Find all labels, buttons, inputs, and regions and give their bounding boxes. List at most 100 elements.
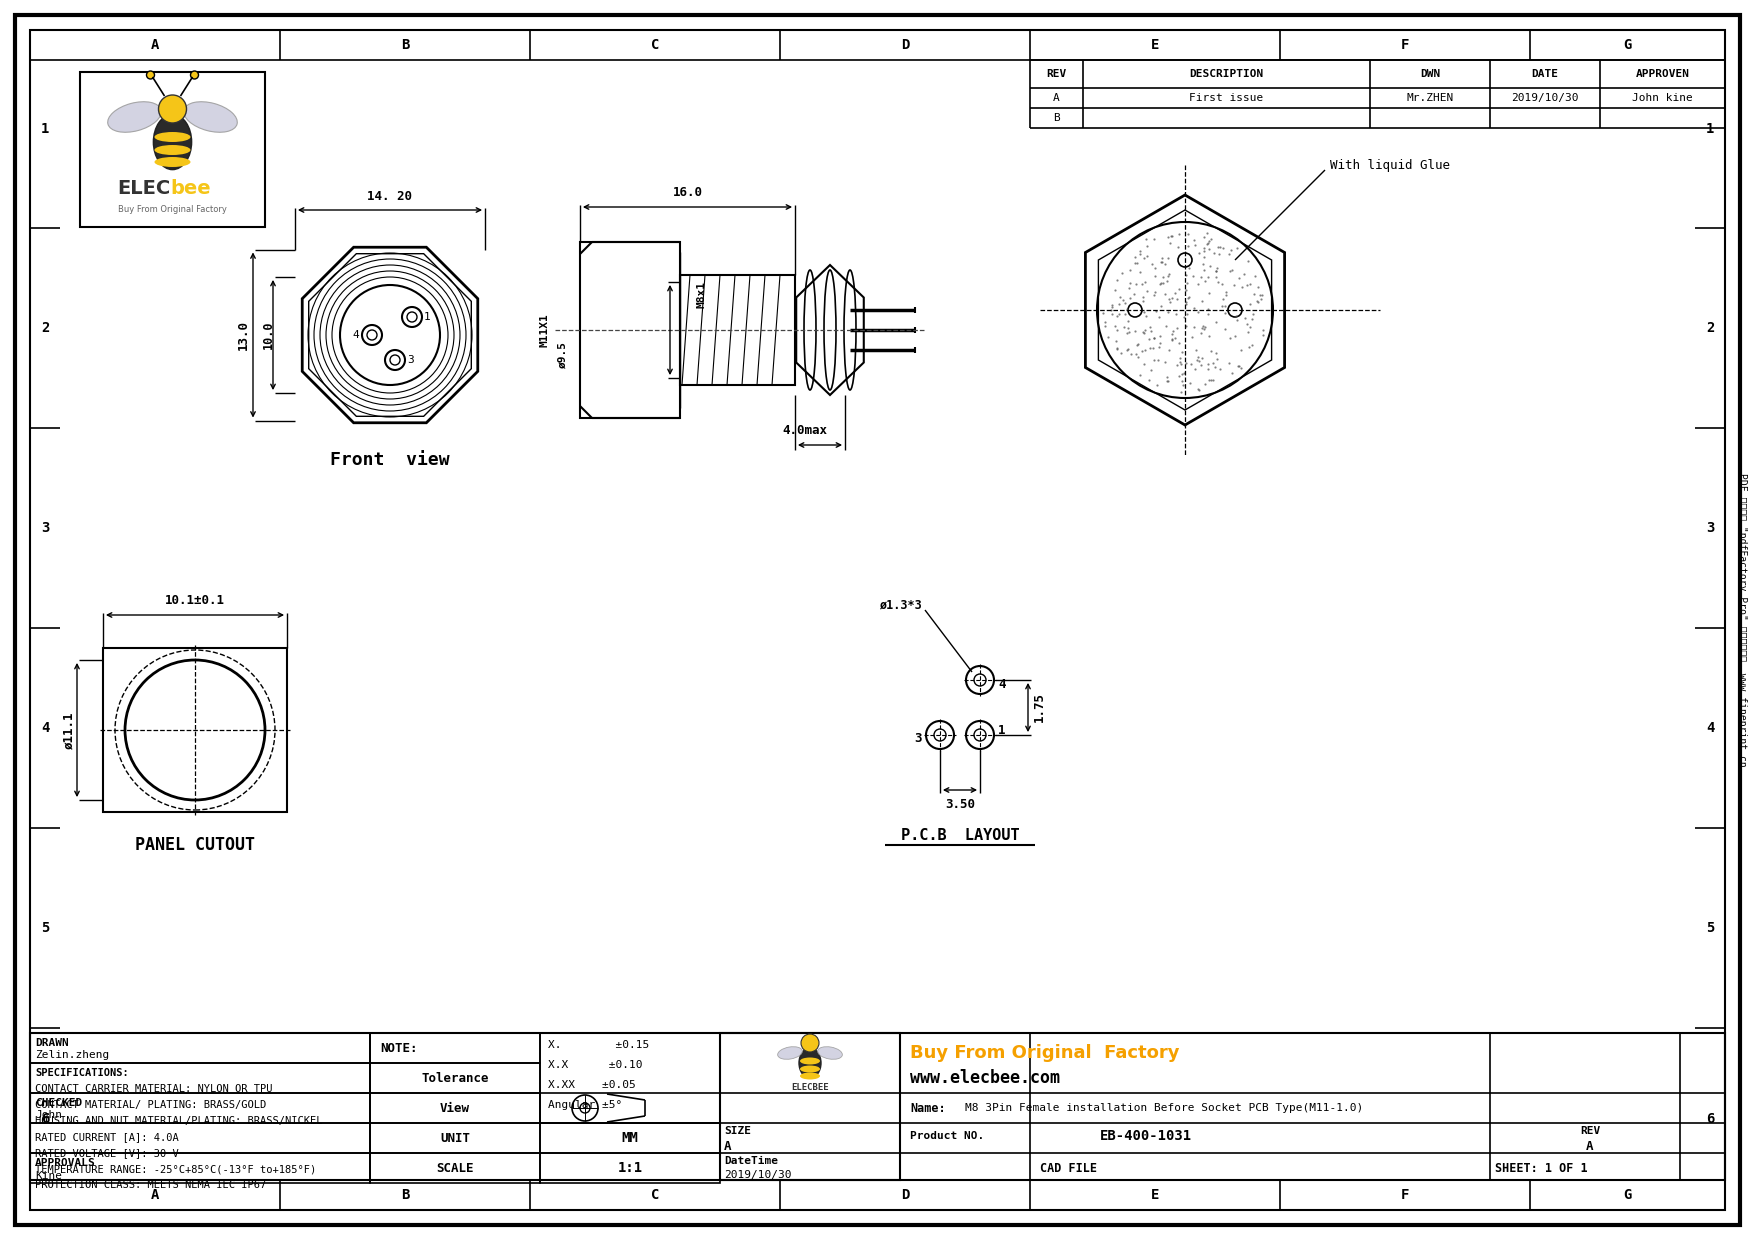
Bar <box>30 1123 370 1153</box>
Text: Name:: Name: <box>911 1101 946 1115</box>
Ellipse shape <box>154 145 191 155</box>
Bar <box>579 242 679 418</box>
Text: 3: 3 <box>1706 521 1715 534</box>
Text: SCALE: SCALE <box>437 1162 474 1174</box>
Text: View: View <box>441 1101 470 1115</box>
Text: SIZE: SIZE <box>725 1126 751 1136</box>
Text: bee: bee <box>170 180 211 198</box>
Text: REV: REV <box>1046 69 1067 79</box>
Ellipse shape <box>800 1065 820 1073</box>
Bar <box>541 1123 720 1153</box>
Ellipse shape <box>799 1048 821 1078</box>
Text: C: C <box>651 1188 660 1202</box>
Bar <box>30 1063 370 1092</box>
Text: 6: 6 <box>40 1112 49 1126</box>
Text: Kine: Kine <box>35 1171 61 1180</box>
Bar <box>104 649 288 812</box>
Bar <box>81 72 265 227</box>
Text: Angular ±5°: Angular ±5° <box>548 1100 623 1110</box>
Text: ø9.5: ø9.5 <box>556 341 567 368</box>
Text: X.XX    ±0.05: X.XX ±0.05 <box>548 1080 635 1090</box>
Text: D: D <box>900 38 909 52</box>
Ellipse shape <box>800 1073 820 1080</box>
Text: PROTECTION CLASS: MEETS NEMA IEC IP67: PROTECTION CLASS: MEETS NEMA IEC IP67 <box>35 1180 267 1190</box>
Ellipse shape <box>154 157 191 167</box>
Ellipse shape <box>777 1047 802 1059</box>
Text: G: G <box>1623 1188 1632 1202</box>
Ellipse shape <box>800 1058 820 1064</box>
Text: CONTACT CARRIER MATERIAL: NYLON OR TPU: CONTACT CARRIER MATERIAL: NYLON OR TPU <box>35 1084 272 1094</box>
Text: 2: 2 <box>40 321 49 335</box>
Text: CHECKED: CHECKED <box>35 1097 82 1109</box>
Text: Buy From Original  Factory: Buy From Original Factory <box>911 1044 1179 1061</box>
Text: B: B <box>400 38 409 52</box>
Text: M8 3Pin Female installation Before Socket PCB Type(M11-1.0): M8 3Pin Female installation Before Socke… <box>965 1104 1364 1114</box>
Bar <box>30 1092 370 1123</box>
Text: 1:1: 1:1 <box>618 1161 642 1176</box>
Ellipse shape <box>184 102 237 133</box>
Text: ELECBEE: ELECBEE <box>792 1084 828 1092</box>
Text: 16.0: 16.0 <box>672 186 702 200</box>
Text: APPROVEN: APPROVEN <box>1636 69 1690 79</box>
Text: DWN: DWN <box>1420 69 1441 79</box>
Bar <box>30 1033 900 1180</box>
Text: A: A <box>151 1188 160 1202</box>
Bar <box>370 1063 541 1092</box>
Text: DateTime: DateTime <box>725 1156 777 1166</box>
Text: 4: 4 <box>353 330 360 340</box>
Text: 2019/10/30: 2019/10/30 <box>1511 93 1580 103</box>
Text: MM: MM <box>621 1131 639 1145</box>
Text: PANEL CUTOUT: PANEL CUTOUT <box>135 836 254 854</box>
Text: RATED CURRENT [A]: 4.0A: RATED CURRENT [A]: 4.0A <box>35 1132 179 1142</box>
Text: 3.50: 3.50 <box>944 797 976 811</box>
Text: 4: 4 <box>999 678 1006 692</box>
Text: Front  view: Front view <box>330 451 449 469</box>
Text: E: E <box>1151 38 1160 52</box>
Text: APPROVALS: APPROVALS <box>35 1158 97 1168</box>
Text: CAD FILE: CAD FILE <box>1041 1162 1097 1174</box>
Text: ELEC: ELEC <box>118 180 170 198</box>
Text: B: B <box>1053 113 1060 123</box>
Text: ø11.1: ø11.1 <box>63 712 75 749</box>
Text: John: John <box>35 1110 61 1120</box>
Text: B: B <box>400 1188 409 1202</box>
Text: 3: 3 <box>914 732 921 744</box>
Text: 1: 1 <box>1706 122 1715 136</box>
Bar <box>541 1092 720 1123</box>
Circle shape <box>191 71 198 79</box>
Ellipse shape <box>154 131 191 143</box>
Ellipse shape <box>800 1034 820 1052</box>
Text: Tolerance: Tolerance <box>421 1071 488 1085</box>
Text: 5: 5 <box>1706 921 1715 935</box>
Ellipse shape <box>158 95 186 123</box>
Text: With liquid Glue: With liquid Glue <box>1330 159 1450 171</box>
Text: X.        ±0.15: X. ±0.15 <box>548 1040 649 1050</box>
Text: A: A <box>1587 1140 1594 1152</box>
Text: 1.75: 1.75 <box>1034 692 1046 723</box>
Text: SPECIFICATIONS:: SPECIFICATIONS: <box>35 1068 128 1078</box>
Text: C: C <box>651 38 660 52</box>
Bar <box>370 1153 541 1183</box>
Text: 6: 6 <box>1706 1112 1715 1126</box>
Text: 1: 1 <box>999 723 1006 737</box>
Text: www.elecbee.com: www.elecbee.com <box>911 1069 1060 1087</box>
Text: 3: 3 <box>407 355 414 365</box>
Text: Buy From Original Factory: Buy From Original Factory <box>118 205 226 213</box>
Bar <box>370 1123 541 1153</box>
Bar <box>30 1033 370 1063</box>
Bar <box>370 1033 541 1063</box>
Text: EB-400-1031: EB-400-1031 <box>1100 1128 1192 1143</box>
Text: DRAWN: DRAWN <box>35 1038 68 1048</box>
Text: First issue: First issue <box>1190 93 1264 103</box>
Text: 2: 2 <box>1706 321 1715 335</box>
Text: 14. 20: 14. 20 <box>367 190 412 202</box>
Circle shape <box>146 71 154 79</box>
Text: F: F <box>1400 38 1409 52</box>
Text: Mr.ZHEN: Mr.ZHEN <box>1406 93 1453 103</box>
Text: 10.1±0.1: 10.1±0.1 <box>165 594 225 608</box>
Bar <box>679 275 795 384</box>
Text: DATE: DATE <box>1532 69 1558 79</box>
Bar <box>720 1033 1725 1180</box>
Text: A: A <box>151 38 160 52</box>
Text: 3: 3 <box>40 521 49 534</box>
